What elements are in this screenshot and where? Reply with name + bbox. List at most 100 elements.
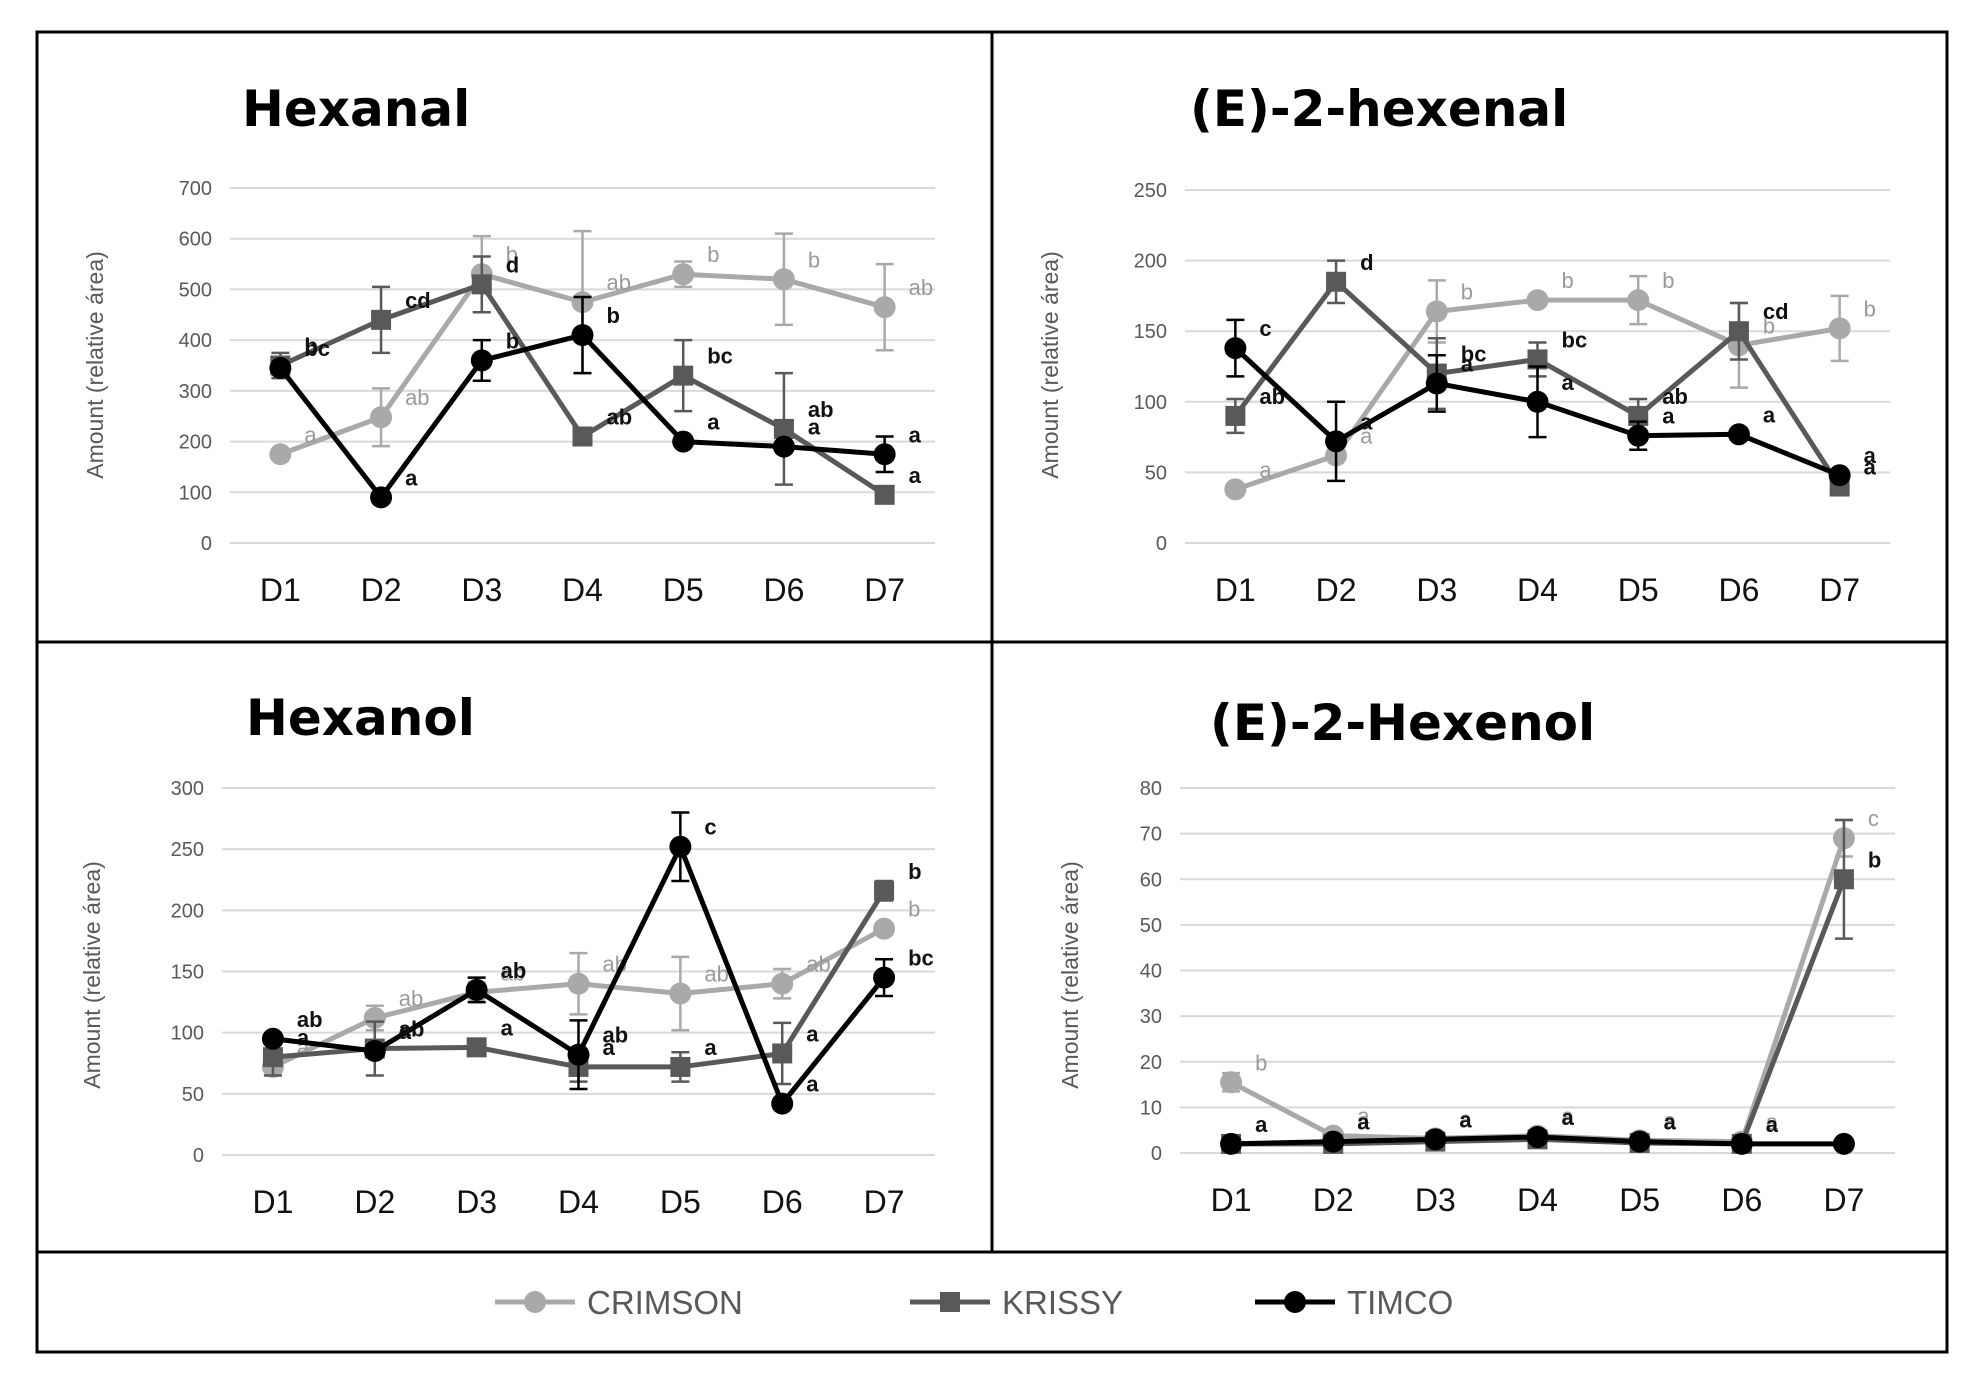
x-tick-label: D6 <box>762 1184 803 1220</box>
data-point <box>1225 405 1246 426</box>
significance-label: bc <box>707 344 733 369</box>
y-tick-label: 100 <box>1134 392 1167 414</box>
chart-e2hexenal: (E)-2-hexenal Amount (relative área) 0 50 10… <box>1037 80 1890 608</box>
data-point <box>772 1043 793 1064</box>
significance-label: b <box>506 242 518 267</box>
significance-label: a <box>1562 370 1575 395</box>
significance-label: ab <box>607 270 631 295</box>
series-krissy: b <box>1221 818 1881 1154</box>
chart-hexanol: Hexanol Amount (relative área) 0 50 100 150 20… <box>79 689 935 1220</box>
data-point <box>1727 423 1750 446</box>
x-tick-label: D7 <box>864 1184 905 1220</box>
y-tick-label: 50 <box>182 1084 204 1106</box>
significance-label: a <box>1664 1108 1677 1133</box>
significance-label: a <box>806 1021 819 1046</box>
data-point <box>567 1043 590 1066</box>
y-tick-label: 80 <box>1140 778 1162 800</box>
data-point <box>1527 349 1548 370</box>
y-tick-label: 100 <box>179 482 212 504</box>
significance-label: a <box>1357 1110 1370 1135</box>
chart-title: Hexanol <box>246 689 475 747</box>
data-point <box>772 268 795 291</box>
significance-label: b <box>1864 296 1876 321</box>
data-point <box>471 274 492 295</box>
data-point <box>1627 424 1650 447</box>
significance-label: a <box>909 463 922 488</box>
data-point <box>1833 869 1854 890</box>
data-point <box>261 1027 284 1050</box>
significance-label: ab <box>808 397 834 422</box>
significance-label: c <box>1868 806 1879 831</box>
chart-hexanal: Hexanal Amount (relative área) 0 100 200 300 4… <box>82 80 935 608</box>
chart-title: (E)-2-Hexenol <box>1210 694 1595 752</box>
x-tick-label: D5 <box>663 572 704 608</box>
data-point <box>363 1006 386 1029</box>
data-point <box>262 1047 283 1068</box>
data-point <box>1828 464 1851 487</box>
x-tick-label: D5 <box>1618 572 1659 608</box>
data-point <box>370 406 393 429</box>
x-tick-label: D2 <box>354 1184 395 1220</box>
data-point <box>1526 289 1549 312</box>
significance-label: ab <box>607 405 633 430</box>
significance-label: a <box>399 1019 412 1044</box>
y-tick-label: 250 <box>171 839 204 861</box>
data-point <box>672 263 695 286</box>
significance-label: c <box>704 815 716 840</box>
significance-label: a <box>1459 1106 1472 1131</box>
data-point <box>371 309 392 330</box>
x-tick-label: D2 <box>1313 1182 1354 1218</box>
legend-label: TIMCO <box>1347 1284 1453 1321</box>
significance-label: b <box>304 334 317 359</box>
y-tick-label: 100 <box>171 1023 204 1045</box>
y-tick-label: 250 <box>1134 180 1167 202</box>
data-point <box>1627 289 1650 312</box>
legend-label: KRISSY <box>1002 1284 1123 1321</box>
x-tick-label: D5 <box>660 1184 701 1220</box>
significance-label: a <box>1360 409 1373 434</box>
data-point <box>1220 1132 1243 1155</box>
data-point <box>669 835 692 858</box>
y-tick-label: 200 <box>171 900 204 922</box>
significance-label: b <box>1868 847 1881 872</box>
x-tick-label: D7 <box>1819 572 1860 608</box>
data-point <box>873 966 896 989</box>
data-point <box>873 443 896 466</box>
significance-label: a <box>1562 1105 1575 1130</box>
y-axis-label: Amount (relative área) <box>1057 861 1083 1089</box>
x-tick-label: D4 <box>562 572 603 608</box>
significance-label: a <box>1357 1104 1370 1129</box>
significance-label: a <box>1461 351 1474 376</box>
data-point <box>571 324 594 347</box>
significance-label: ab <box>297 1007 323 1032</box>
x-tick-label: D6 <box>1718 572 1759 608</box>
data-point <box>465 978 488 1001</box>
data-point <box>370 486 393 509</box>
data-point <box>470 349 493 372</box>
x-tick-label: D3 <box>1415 1182 1456 1218</box>
y-tick-label: 200 <box>1134 251 1167 273</box>
significance-label: ab <box>1662 384 1688 409</box>
data-point <box>1425 372 1448 395</box>
series-line <box>1229 837 1847 1145</box>
y-tick-label: 20 <box>1140 1052 1162 1074</box>
legend-marker <box>1284 1291 1306 1313</box>
data-point <box>873 296 896 319</box>
data-point <box>1832 1132 1855 1155</box>
data-point <box>1425 300 1448 323</box>
data-point <box>1828 317 1851 340</box>
y-tick-label: 0 <box>201 533 212 555</box>
y-tick-label: 0 <box>193 1145 204 1167</box>
x-tick-label: D1 <box>1211 1182 1252 1218</box>
y-tick-label: 600 <box>179 229 212 251</box>
data-point <box>1730 1132 1753 1155</box>
data-point <box>1628 1130 1651 1153</box>
significance-label: ab <box>399 986 423 1011</box>
data-point <box>771 972 794 995</box>
significance-label: cd <box>1763 299 1789 324</box>
data-point <box>773 418 794 439</box>
